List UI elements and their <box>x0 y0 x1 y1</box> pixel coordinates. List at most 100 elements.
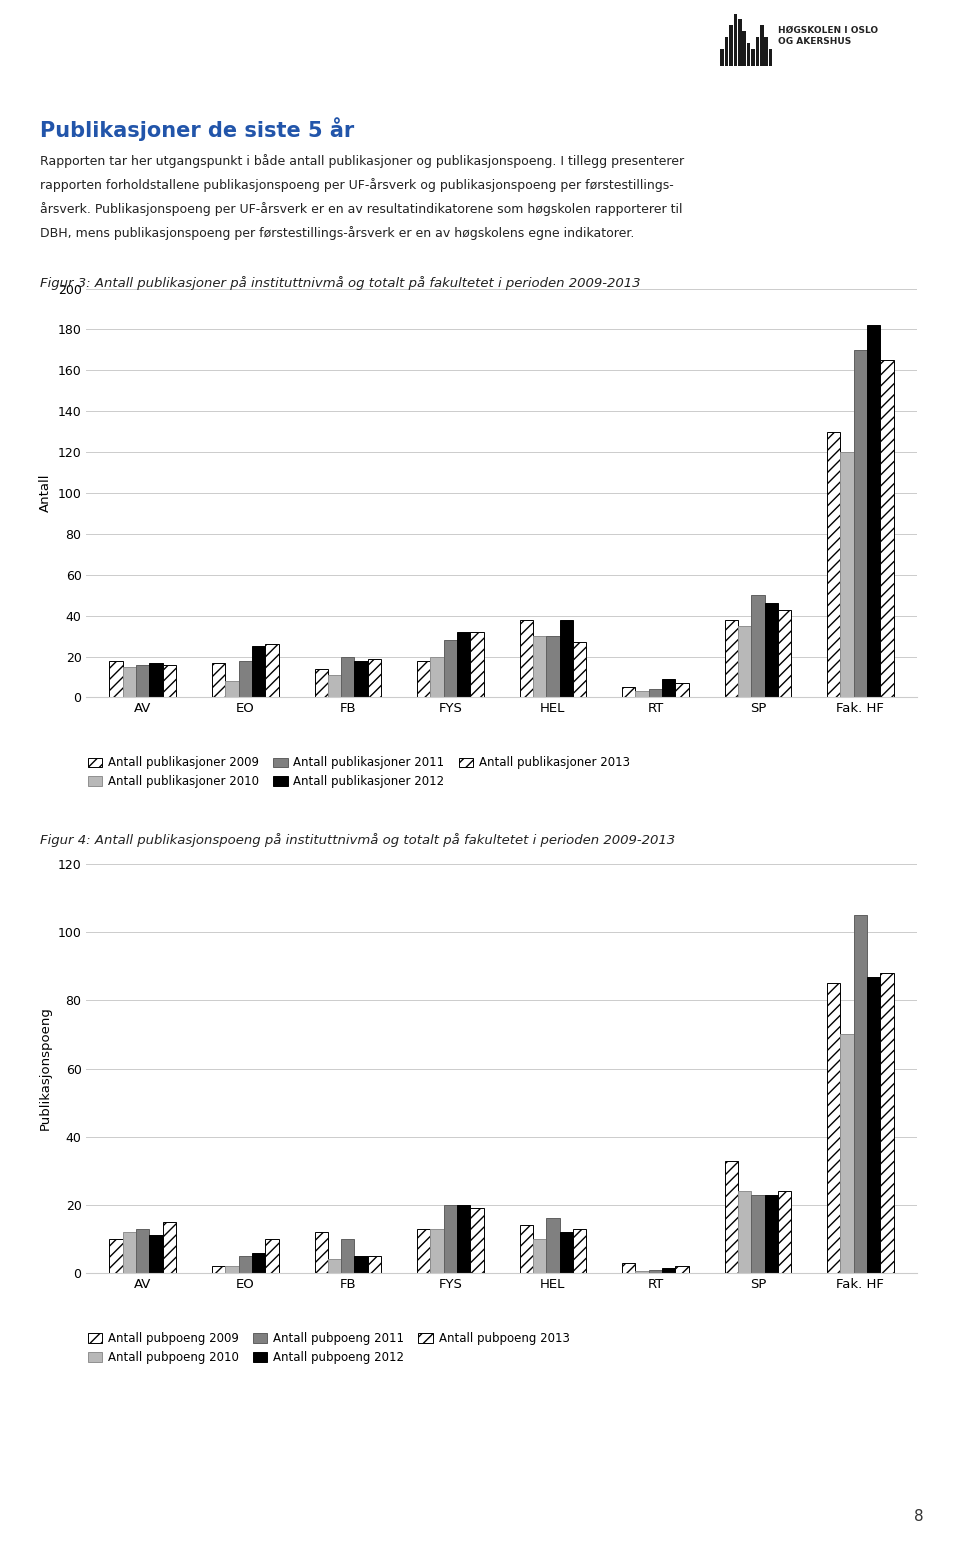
Bar <box>662 679 676 697</box>
Bar <box>444 1205 457 1273</box>
Bar <box>136 665 150 697</box>
Bar <box>649 690 662 697</box>
Bar <box>109 1239 123 1273</box>
Bar <box>840 452 853 697</box>
Bar <box>764 37 768 66</box>
Bar <box>636 691 649 697</box>
Bar <box>315 668 327 697</box>
Bar <box>252 647 265 697</box>
Bar <box>212 1267 226 1273</box>
Bar <box>354 1256 368 1273</box>
Bar <box>867 977 880 1273</box>
Bar <box>662 1268 676 1273</box>
Bar <box>733 14 737 66</box>
Bar <box>573 642 587 697</box>
Bar <box>533 636 546 697</box>
Text: Publikasjoner de siste 5 år: Publikasjoner de siste 5 år <box>40 117 354 140</box>
Bar <box>457 633 470 697</box>
Bar <box>354 660 368 697</box>
Bar <box>725 620 738 697</box>
Bar <box>109 660 123 697</box>
Bar <box>150 662 163 697</box>
Bar <box>756 37 759 66</box>
Bar <box>327 1259 341 1273</box>
Text: DBH, mens publikasjonspoeng per førstestillings-årsverk er en av høgskolens egne: DBH, mens publikasjonspoeng per førstest… <box>40 225 635 241</box>
Bar <box>778 1191 791 1273</box>
Bar <box>226 1267 239 1273</box>
Y-axis label: Publikasjonspoeng: Publikasjonspoeng <box>39 1006 52 1131</box>
Bar <box>720 49 724 66</box>
Bar <box>239 1256 252 1273</box>
Bar <box>430 657 444 697</box>
Bar <box>880 974 894 1273</box>
Bar <box>752 1194 764 1273</box>
Bar <box>457 1205 470 1273</box>
Bar <box>778 609 791 697</box>
Bar <box>546 1219 560 1273</box>
Bar <box>738 20 741 66</box>
Bar <box>730 25 732 66</box>
Bar <box>368 659 381 697</box>
Bar <box>636 1271 649 1273</box>
Legend: Antall pubpoeng 2009, Antall pubpoeng 2010, Antall pubpoeng 2011, Antall pubpoen: Antall pubpoeng 2009, Antall pubpoeng 20… <box>88 1332 569 1364</box>
Bar <box>212 662 226 697</box>
Text: Rapporten tar her utgangspunkt i både antall publikasjoner og publikasjonspoeng.: Rapporten tar her utgangspunkt i både an… <box>40 154 684 168</box>
Bar <box>265 645 278 697</box>
Bar <box>470 633 484 697</box>
Bar <box>764 1194 778 1273</box>
Bar <box>470 1208 484 1273</box>
Bar <box>738 626 752 697</box>
Bar <box>519 1225 533 1273</box>
Bar <box>764 603 778 697</box>
Y-axis label: Antall: Antall <box>39 474 52 512</box>
Bar <box>725 37 729 66</box>
Bar <box>252 1253 265 1273</box>
Bar <box>747 43 751 66</box>
Bar <box>828 432 840 697</box>
Bar <box>560 620 573 697</box>
Bar <box>742 31 746 66</box>
Bar <box>341 657 354 697</box>
Bar <box>622 1262 636 1273</box>
Text: rapporten forholdstallene publikasjonspoeng per UF-årsverk og publikasjonspoeng : rapporten forholdstallene publikasjonspo… <box>40 177 674 193</box>
Bar <box>368 1256 381 1273</box>
Bar <box>519 620 533 697</box>
Text: 8: 8 <box>914 1509 924 1524</box>
Bar <box>341 1239 354 1273</box>
Bar <box>533 1239 546 1273</box>
Bar <box>163 1222 176 1273</box>
Bar <box>239 660 252 697</box>
Bar <box>315 1231 327 1273</box>
Bar <box>327 674 341 697</box>
Bar <box>265 1239 278 1273</box>
Bar <box>840 1034 853 1273</box>
Bar <box>430 1228 444 1273</box>
Bar <box>649 1270 662 1273</box>
Text: Figur 4: Antall publikasjonspoeng på instituttnivmå og totalt på fakultetet i pe: Figur 4: Antall publikasjonspoeng på ins… <box>40 833 676 847</box>
Text: HØGSKOLEN I OSLO
OG AKERSHUS: HØGSKOLEN I OSLO OG AKERSHUS <box>778 25 877 46</box>
Bar <box>150 1236 163 1273</box>
Bar <box>676 1267 688 1273</box>
Bar <box>769 49 773 66</box>
Bar <box>853 915 867 1273</box>
Text: årsverk. Publikasjonspoeng per UF-årsverk er en av resultatindikatorene som høgs: årsverk. Publikasjonspoeng per UF-årsver… <box>40 202 683 216</box>
Bar <box>622 687 636 697</box>
Bar <box>738 1191 752 1273</box>
Bar <box>163 665 176 697</box>
Bar <box>123 1231 136 1273</box>
Bar <box>828 983 840 1273</box>
Bar <box>676 684 688 697</box>
Bar <box>867 326 880 697</box>
Bar <box>560 1231 573 1273</box>
Bar <box>752 596 764 697</box>
Bar <box>417 660 430 697</box>
Bar <box>136 1228 150 1273</box>
Bar <box>725 1160 738 1273</box>
Bar <box>573 1228 587 1273</box>
Bar <box>546 636 560 697</box>
Bar <box>880 360 894 697</box>
Text: Figur 3: Antall publikasjoner på instituttnivmå og totalt på fakultetet i period: Figur 3: Antall publikasjoner på institu… <box>40 276 641 290</box>
Bar <box>123 667 136 697</box>
Bar <box>417 1228 430 1273</box>
Legend: Antall publikasjoner 2009, Antall publikasjoner 2010, Antall publikasjoner 2011,: Antall publikasjoner 2009, Antall publik… <box>88 756 630 788</box>
